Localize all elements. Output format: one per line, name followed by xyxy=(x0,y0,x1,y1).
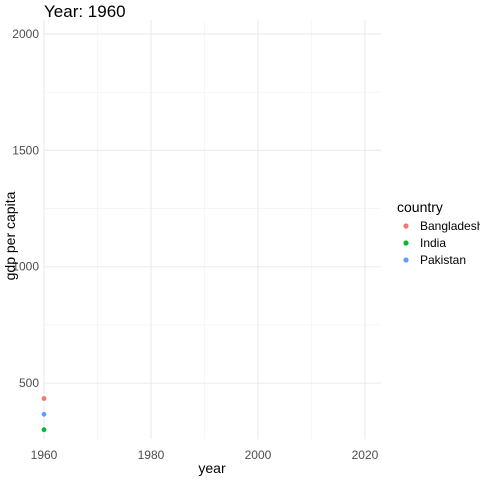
x-tick-label: 1960 xyxy=(31,448,58,462)
x-tick-label: 2020 xyxy=(352,448,379,462)
legend-label-pakistan: Pakistan xyxy=(420,253,466,267)
data-points xyxy=(41,396,47,433)
x-tick-label: 2000 xyxy=(245,448,272,462)
legend-title: country xyxy=(397,199,443,215)
point-bangladesh xyxy=(41,396,47,401)
y-tick-label: 1500 xyxy=(12,143,39,157)
major-gridlines xyxy=(43,20,381,439)
point-india xyxy=(41,427,47,433)
y-tick-label: 2000 xyxy=(12,27,39,41)
legend-key-bangladesh xyxy=(403,223,409,229)
legend-label-bangladesh: Bangladesh xyxy=(420,219,480,233)
chart-title: Year: 1960 xyxy=(44,2,126,21)
x-tick-label: 1980 xyxy=(138,448,165,462)
x-axis-title: year xyxy=(198,460,226,476)
legend-key-pakistan xyxy=(403,257,409,263)
x-axis-tick-labels: 1960 1980 2000 2020 xyxy=(31,448,379,462)
y-axis-title: gdp per capita xyxy=(2,191,18,280)
legend-label-india: India xyxy=(420,236,446,250)
y-tick-label: 1000 xyxy=(12,260,39,274)
y-tick-label: 500 xyxy=(19,376,39,390)
legend: country Bangladesh India Pakistan xyxy=(397,199,480,267)
legend-key-india xyxy=(403,240,409,246)
point-pakistan xyxy=(41,411,47,417)
legend-items: Bangladesh India Pakistan xyxy=(403,219,480,267)
y-axis-tick-labels: 500 1000 1500 2000 xyxy=(12,27,39,390)
minor-gridlines xyxy=(44,20,381,439)
